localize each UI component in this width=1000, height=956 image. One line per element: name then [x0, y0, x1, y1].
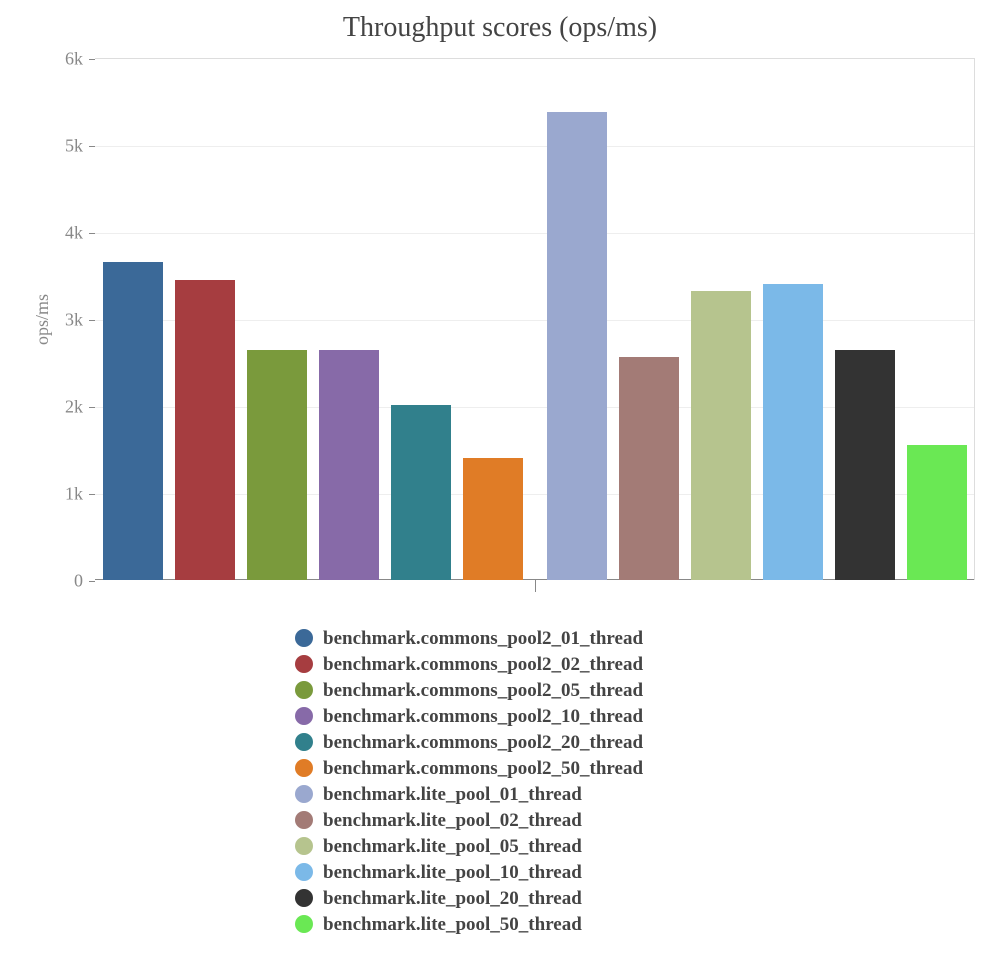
gridline — [95, 233, 974, 234]
legend-marker-icon — [295, 707, 313, 725]
legend-label: benchmark.lite_pool_05_thread — [323, 837, 582, 856]
legend-marker-icon — [295, 811, 313, 829]
gridline — [95, 146, 974, 147]
legend-item: benchmark.commons_pool2_50_thread — [295, 755, 643, 781]
legend-item: benchmark.lite_pool_05_thread — [295, 833, 643, 859]
bar — [835, 350, 895, 580]
legend-item: benchmark.commons_pool2_01_thread — [295, 625, 643, 651]
y-tick-label: 3k — [65, 310, 95, 331]
y-tick-label: 1k — [65, 484, 95, 505]
legend-item: benchmark.lite_pool_01_thread — [295, 781, 643, 807]
bar — [619, 357, 679, 580]
bar — [103, 262, 163, 580]
bar — [391, 405, 451, 580]
legend-label: benchmark.commons_pool2_20_thread — [323, 733, 643, 752]
chart-container: Throughput scores (ops/ms) 01k2k3k4k5k6k… — [0, 0, 1000, 956]
y-tick-label: 2k — [65, 397, 95, 418]
y-axis-label: ops/ms — [32, 294, 53, 345]
legend-label: benchmark.lite_pool_02_thread — [323, 811, 582, 830]
y-tick-label: 5k — [65, 136, 95, 157]
group-divider — [535, 580, 536, 592]
plot-area: 01k2k3k4k5k6k — [95, 58, 975, 580]
legend-marker-icon — [295, 629, 313, 647]
legend-marker-icon — [295, 915, 313, 933]
y-tick-label: 0 — [74, 571, 95, 592]
bar — [463, 458, 523, 580]
legend-label: benchmark.commons_pool2_05_thread — [323, 681, 643, 700]
legend-item: benchmark.lite_pool_50_thread — [295, 911, 643, 937]
legend-marker-icon — [295, 889, 313, 907]
legend-marker-icon — [295, 785, 313, 803]
legend-item: benchmark.lite_pool_02_thread — [295, 807, 643, 833]
legend-label: benchmark.commons_pool2_50_thread — [323, 759, 643, 778]
legend-item: benchmark.lite_pool_20_thread — [295, 885, 643, 911]
legend-label: benchmark.lite_pool_01_thread — [323, 785, 582, 804]
bar — [175, 280, 235, 580]
legend-label: benchmark.commons_pool2_01_thread — [323, 629, 643, 648]
legend-label: benchmark.lite_pool_50_thread — [323, 915, 582, 934]
y-tick-label: 6k — [65, 49, 95, 70]
legend-item: benchmark.commons_pool2_10_thread — [295, 703, 643, 729]
chart-title: Throughput scores (ops/ms) — [0, 12, 1000, 44]
legend-marker-icon — [295, 655, 313, 673]
bar — [691, 291, 751, 580]
legend-label: benchmark.lite_pool_10_thread — [323, 863, 582, 882]
legend-item: benchmark.commons_pool2_05_thread — [295, 677, 643, 703]
legend-label: benchmark.commons_pool2_02_thread — [323, 655, 643, 674]
legend-marker-icon — [295, 681, 313, 699]
legend-label: benchmark.commons_pool2_10_thread — [323, 707, 643, 726]
bar — [547, 112, 607, 580]
bar — [247, 350, 307, 580]
legend-item: benchmark.commons_pool2_20_thread — [295, 729, 643, 755]
legend-marker-icon — [295, 837, 313, 855]
bar — [319, 350, 379, 580]
legend-item: benchmark.lite_pool_10_thread — [295, 859, 643, 885]
legend-label: benchmark.lite_pool_20_thread — [323, 889, 582, 908]
bar — [907, 445, 967, 580]
bar — [763, 284, 823, 580]
y-tick-label: 4k — [65, 223, 95, 244]
legend-item: benchmark.commons_pool2_02_thread — [295, 651, 643, 677]
legend: benchmark.commons_pool2_01_threadbenchma… — [295, 625, 643, 937]
legend-marker-icon — [295, 759, 313, 777]
legend-marker-icon — [295, 863, 313, 881]
legend-marker-icon — [295, 733, 313, 751]
